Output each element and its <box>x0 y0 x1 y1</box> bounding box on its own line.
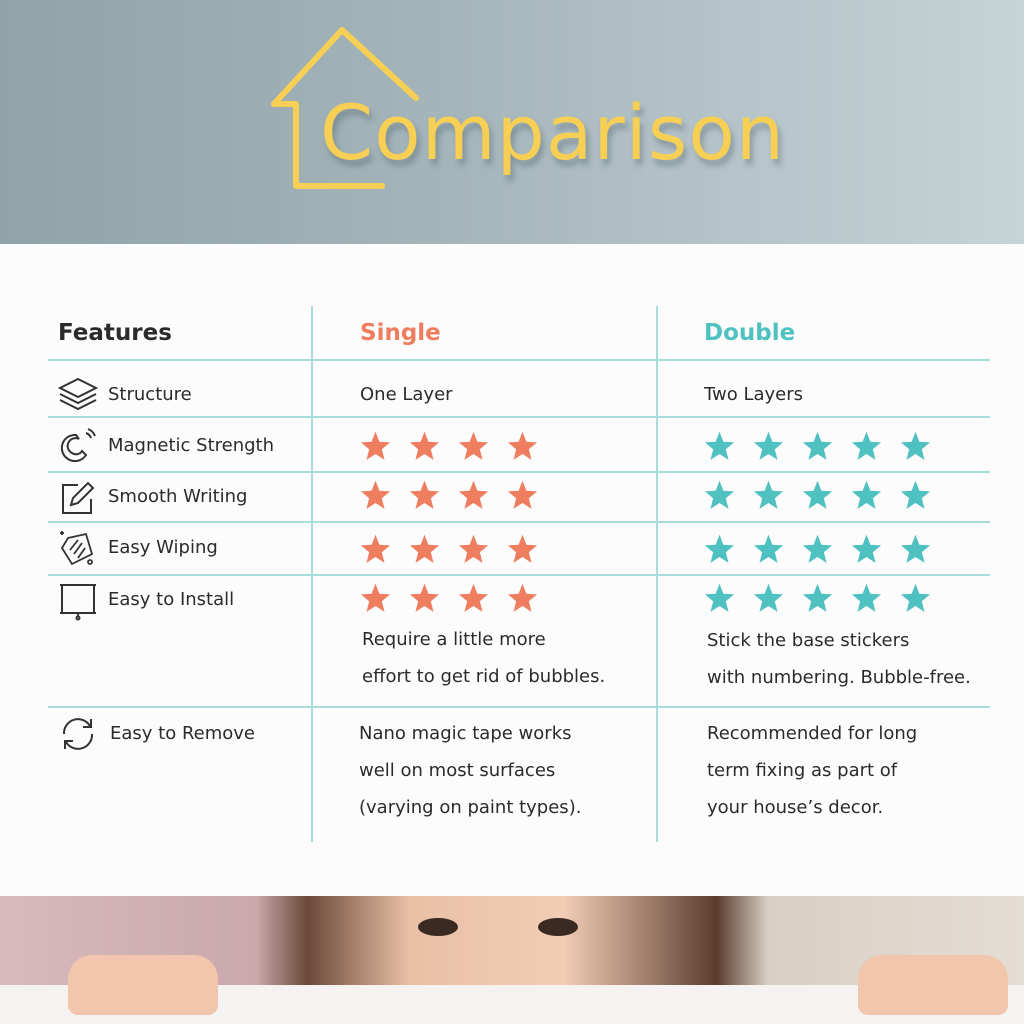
hero-banner: Comparison <box>0 0 1024 244</box>
single-structure: One Layer <box>360 384 453 405</box>
feature-structure: Structure <box>108 384 192 405</box>
feature-smooth-writing: Smooth Writing <box>108 486 248 507</box>
star-icon <box>458 431 489 460</box>
star-icon <box>753 583 784 612</box>
double-rating <box>704 534 931 564</box>
projector-screen-icon <box>60 584 96 621</box>
star-icon <box>900 583 931 612</box>
double-install-note-line: Stick the base stickers <box>707 630 910 651</box>
feature-easy-to-remove: Easy to Remove <box>110 723 255 744</box>
double-rating <box>704 431 931 461</box>
row-divider <box>48 359 990 361</box>
star-icon <box>507 583 538 612</box>
single-remove-line: (varying on paint types). <box>359 797 582 818</box>
star-icon <box>851 480 882 509</box>
page-title: Comparison <box>320 88 786 177</box>
header-single: Single <box>360 320 441 346</box>
double-remove-line: Recommended for long <box>707 723 918 744</box>
single-rating <box>360 480 538 510</box>
star-icon <box>704 534 735 563</box>
star-icon <box>900 431 931 460</box>
single-rating <box>360 534 538 564</box>
row-divider <box>48 574 990 576</box>
star-icon <box>802 480 833 509</box>
star-icon <box>802 431 833 460</box>
star-icon <box>360 583 391 612</box>
double-structure: Two Layers <box>704 384 804 405</box>
star-icon <box>360 534 391 563</box>
double-rating <box>704 480 931 510</box>
feature-magnetic-strength: Magnetic Strength <box>108 435 275 456</box>
header-double: Double <box>704 320 796 346</box>
star-icon <box>409 583 440 612</box>
photo-hand <box>858 955 1008 1015</box>
row-divider <box>48 471 990 473</box>
double-install-note-line: with numbering. Bubble-free. <box>707 667 971 688</box>
comparison-table <box>0 244 1024 896</box>
star-icon <box>900 480 931 509</box>
star-icon <box>704 480 735 509</box>
photo-hand <box>68 955 218 1015</box>
single-install-note-line: Require a little more <box>362 629 546 650</box>
double-remove-line: your house’s decor. <box>707 797 884 818</box>
star-icon <box>753 480 784 509</box>
single-rating <box>360 583 538 613</box>
star-icon <box>409 534 440 563</box>
star-icon <box>851 431 882 460</box>
single-rating <box>360 431 538 461</box>
star-icon <box>507 534 538 563</box>
feature-easy-wiping: Easy Wiping <box>108 537 218 558</box>
pencil-edit-icon <box>62 481 95 514</box>
photo-eye <box>418 918 458 936</box>
star-icon <box>360 480 391 509</box>
star-icon <box>753 534 784 563</box>
star-icon <box>458 534 489 563</box>
photo-eye <box>538 918 578 936</box>
star-icon <box>360 431 391 460</box>
star-icon <box>851 534 882 563</box>
single-remove-line: Nano magic tape works <box>359 723 572 744</box>
star-icon <box>851 583 882 612</box>
refresh-icon <box>62 718 94 750</box>
star-icon <box>753 431 784 460</box>
feature-easy-to-install: Easy to Install <box>108 589 235 610</box>
row-divider <box>48 706 990 708</box>
star-icon <box>900 534 931 563</box>
star-icon <box>704 583 735 612</box>
double-rating <box>704 583 931 613</box>
row-divider <box>48 416 990 418</box>
star-icon <box>704 431 735 460</box>
star-icon <box>802 583 833 612</box>
star-icon <box>458 583 489 612</box>
double-remove-line: term fixing as part of <box>707 760 898 781</box>
layers-icon <box>58 377 98 411</box>
header-features: Features <box>58 320 172 346</box>
star-icon <box>802 534 833 563</box>
star-icon <box>507 480 538 509</box>
single-remove-line: well on most surfaces <box>359 760 556 781</box>
star-icon <box>507 431 538 460</box>
star-icon <box>458 480 489 509</box>
star-icon <box>409 480 440 509</box>
magnet-icon <box>60 428 96 462</box>
single-install-note-line: effort to get rid of bubbles. <box>362 666 606 687</box>
row-divider <box>48 521 990 523</box>
wiping-hand-icon <box>60 531 94 566</box>
star-icon <box>409 431 440 460</box>
house-outline-icon <box>271 27 419 189</box>
